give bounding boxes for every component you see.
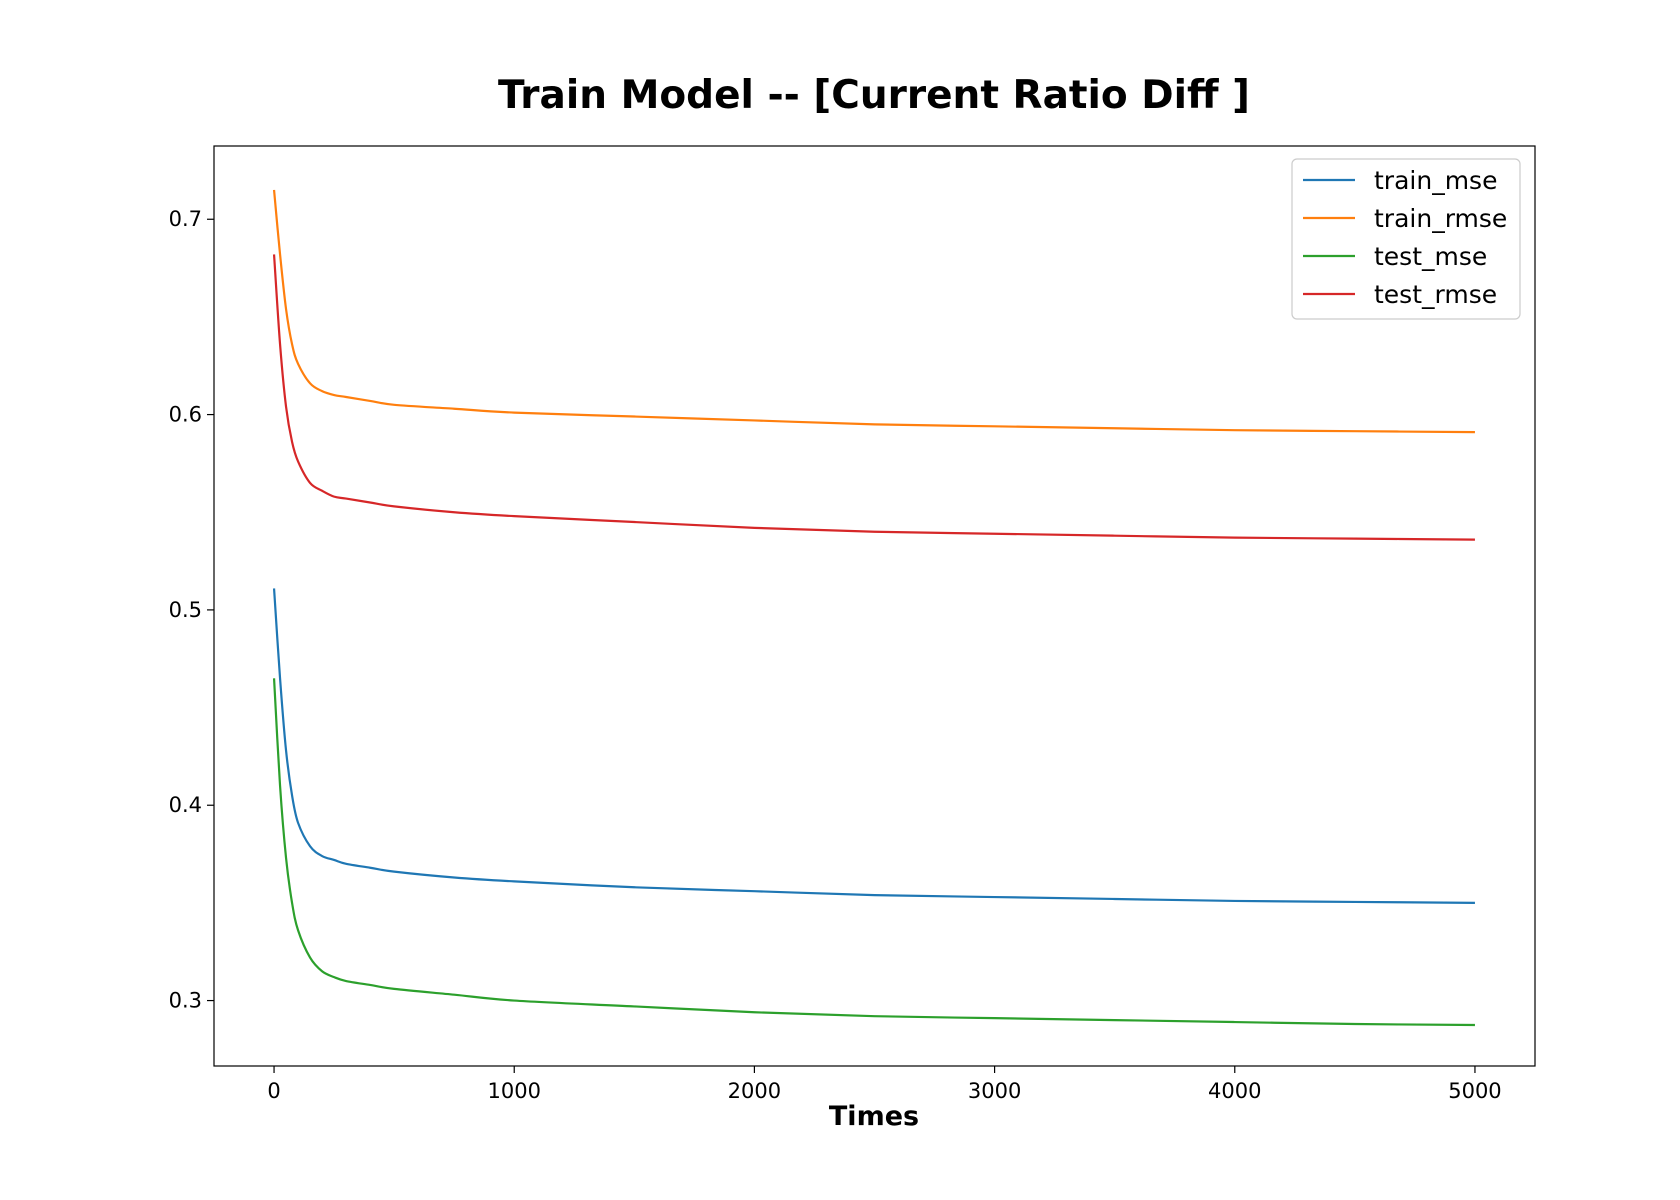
legend-label: test_mse — [1374, 242, 1487, 271]
y-axis: 0.3 0.4 0.5 0.6 0.7 — [169, 207, 214, 1013]
legend-label: train_rmse — [1374, 204, 1507, 233]
series-line-train-rmse — [272, 189, 1475, 434]
x-tick-label: 0 — [267, 1079, 280, 1103]
plot-area — [213, 145, 1536, 1067]
legend-label: test_rmse — [1374, 280, 1497, 309]
series-line-test-mse — [272, 678, 1475, 1027]
x-axis-label: Times — [829, 1101, 919, 1132]
plot-frame — [213, 145, 1536, 1067]
chart-title: Train Model -- [Current Ratio Diff ] — [498, 73, 1250, 118]
x-tick-label: 1000 — [488, 1079, 541, 1103]
y-tick-label: 0.5 — [169, 598, 202, 622]
x-tick-label: 2000 — [728, 1079, 781, 1103]
series-line-test-rmse — [272, 254, 1475, 541]
legend: train_mse train_rmse test_mse test_rmse — [1291, 158, 1521, 320]
series-layer — [272, 189, 1475, 1027]
y-tick-label: 0.6 — [169, 403, 202, 427]
y-tick-label: 0.7 — [169, 207, 202, 231]
x-axis: 0 1000 2000 3000 4000 5000 — [267, 1066, 1502, 1103]
legend-box — [1291, 158, 1521, 320]
x-tick-label: 3000 — [968, 1079, 1021, 1103]
legend-label: train_mse — [1374, 166, 1497, 195]
y-tick-label: 0.4 — [169, 793, 202, 817]
y-tick-label: 0.3 — [169, 989, 202, 1013]
x-tick-label: 5000 — [1448, 1079, 1501, 1103]
series-line-train-mse — [272, 588, 1475, 904]
x-tick-label: 4000 — [1208, 1079, 1261, 1103]
